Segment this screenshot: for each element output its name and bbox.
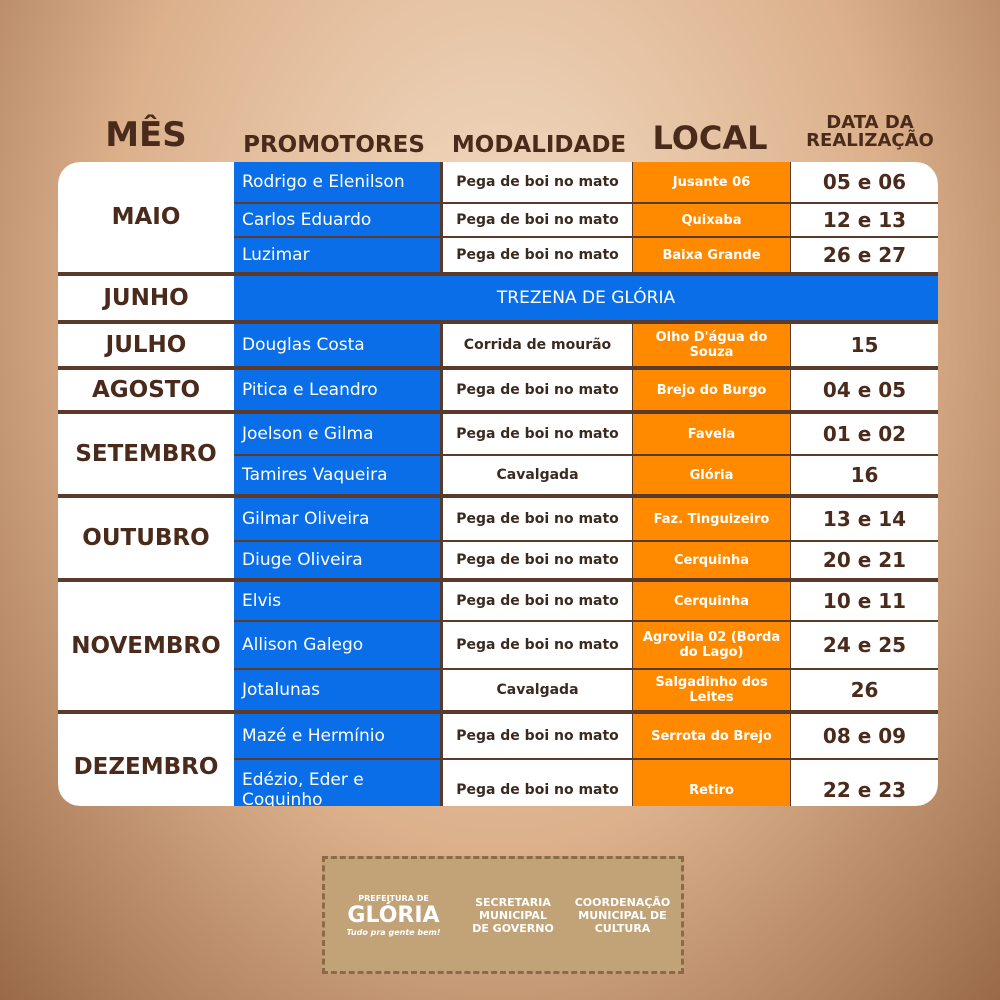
promoter: Pitica e Leandro [234,370,440,410]
location: Serrota do Brejo [633,714,790,758]
modality: Cavalgada [443,456,632,494]
modality: Pega de boi no mato [443,714,632,758]
modality: Pega de boi no mato [443,162,632,202]
month-cell: OUTUBRO [58,498,234,578]
promoter: Jotalunas [234,670,440,710]
location: Retiro [633,760,790,806]
promoter: Mazé e Hermínio [234,714,440,758]
promoter: Edézio, Eder e Coquinho [234,760,440,806]
month-cell: MAIO [58,162,234,272]
date: 12 e 13 [791,204,938,236]
date: 05 e 06 [791,162,938,202]
location: Agrovila 02 (Borda do Lago) [633,622,790,668]
promoter: Tamires Vaqueira [234,456,440,494]
promoter: Carlos Eduardo [234,204,440,236]
date: 04 e 05 [791,370,938,410]
location: Faz. Tinguizeiro [633,498,790,540]
logo-top: PREFEITURA DE [358,893,429,903]
date: 08 e 09 [791,714,938,758]
month-note: TREZENA DE GLÓRIA [234,276,938,320]
logo-tagline: Tudo pra gente bem! [346,927,441,937]
date: 01 e 02 [791,414,938,454]
promoter: Joelson e Gilma [234,414,440,454]
date: 26 e 27 [791,238,938,272]
modality: Cavalgada [443,670,632,710]
logo: PREFEITURA DE GLÓRIA Tudo pra gente bem! [334,894,454,937]
location: Jusante 06 [633,162,790,202]
modality: Pega de boi no mato [443,542,632,578]
column-header: MÊS [105,115,187,155]
promoter: Diuge Oliveira [234,542,440,578]
modality: Pega de boi no mato [443,498,632,540]
modality: Pega de boi no mato [443,204,632,236]
column-header: MODALIDADE [451,132,627,158]
coordenacao: COORDENAÇÃO MUNICIPAL DE CULTURA [574,895,671,935]
date: 15 [791,324,938,366]
month-cell: JUNHO [58,276,234,320]
location: Baixa Grande [633,238,790,272]
location: Olho D'água do Souza [633,324,790,366]
modality: Pega de boi no mato [443,238,632,272]
modality: Pega de boi no mato [443,760,632,806]
modality: Corrida de mourão [443,324,632,366]
date: 10 e 11 [791,582,938,620]
location: Favela [633,414,790,454]
date: 20 e 21 [791,542,938,578]
modality: Pega de boi no mato [443,582,632,620]
location: Salgadinho dos Leites [633,670,790,710]
location: Glória [633,456,790,494]
location: Cerquinha [633,542,790,578]
secretaria: SECRETARIA MUNICIPAL DE GOVERNO [472,895,554,935]
modality: Pega de boi no mato [443,622,632,668]
promoter: Rodrigo e Elenilson [234,162,440,202]
schedule-table: MAIO Rodrigo e Elenilson Pega de boi no ma… [58,162,938,806]
modality: Pega de boi no mato [443,370,632,410]
date: 16 [791,456,938,494]
month-cell: DEZEMBRO [58,714,234,806]
column-header: DATA DA REALIZAÇÃO [806,112,934,151]
promoter: Gilmar Oliveira [234,498,440,540]
promoter: Allison Galego [234,622,440,668]
column-header: LOCAL [652,119,768,157]
month-cell: JULHO [58,324,234,366]
location: Quixaba [633,204,790,236]
date: 26 [791,670,938,710]
promoter: Luzimar [234,238,440,272]
month-cell: AGOSTO [58,370,234,410]
month-cell: NOVEMBRO [58,582,234,710]
modality: Pega de boi no mato [443,414,632,454]
date: 22 e 23 [791,760,938,806]
promoter: Douglas Costa [234,324,440,366]
column-header: PROMOTORES [243,132,425,158]
month-cell: SETEMBRO [58,414,234,494]
logo-name: GLÓRIA [347,902,440,928]
footer-logos: PREFEITURA DE GLÓRIA Tudo pra gente bem!… [322,856,684,974]
location: Cerquinha [633,582,790,620]
date: 13 e 14 [791,498,938,540]
location: Brejo do Burgo [633,370,790,410]
promoter: Elvis [234,582,440,620]
date: 24 e 25 [791,622,938,668]
